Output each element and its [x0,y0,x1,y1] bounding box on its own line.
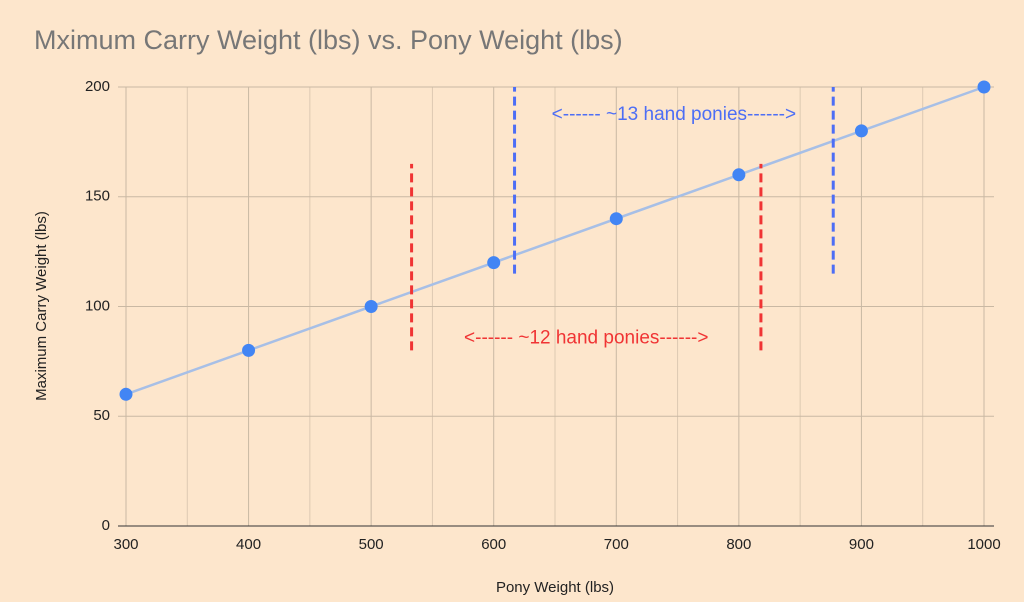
x-tick-label: 500 [359,536,384,553]
y-axis-label: Maximum Carry Weight (lbs) [33,211,50,401]
point [854,124,868,138]
y-tick-label: 0 [102,517,110,534]
y-tick-label: 200 [85,78,110,95]
x-tick-label: 300 [113,536,138,553]
y-tick-label: 100 [85,297,110,314]
point [609,212,623,226]
point [242,343,256,357]
x-tick-label: 400 [236,536,261,553]
x-tick-label: 1000 [967,536,1000,553]
annotation-text: <------ ~12 hand ponies------> [464,327,708,348]
x-axis-label: Pony Weight (lbs) [496,579,614,596]
x-tick-label: 800 [726,536,751,553]
x-tick-label: 600 [481,536,506,553]
x-tick-label: 900 [849,536,874,553]
y-tick-label: 150 [85,188,110,205]
y-tick-label: 50 [93,407,110,424]
chart-title: Mximum Carry Weight (lbs) vs. Pony Weigh… [34,25,623,55]
trendline [125,85,985,396]
point [364,300,378,313]
point [487,256,501,270]
point [119,387,133,401]
point [732,168,746,182]
x-tick-label: 700 [604,536,629,553]
point [977,80,991,94]
annotation-text: <------ ~13 hand ponies------> [552,104,796,125]
